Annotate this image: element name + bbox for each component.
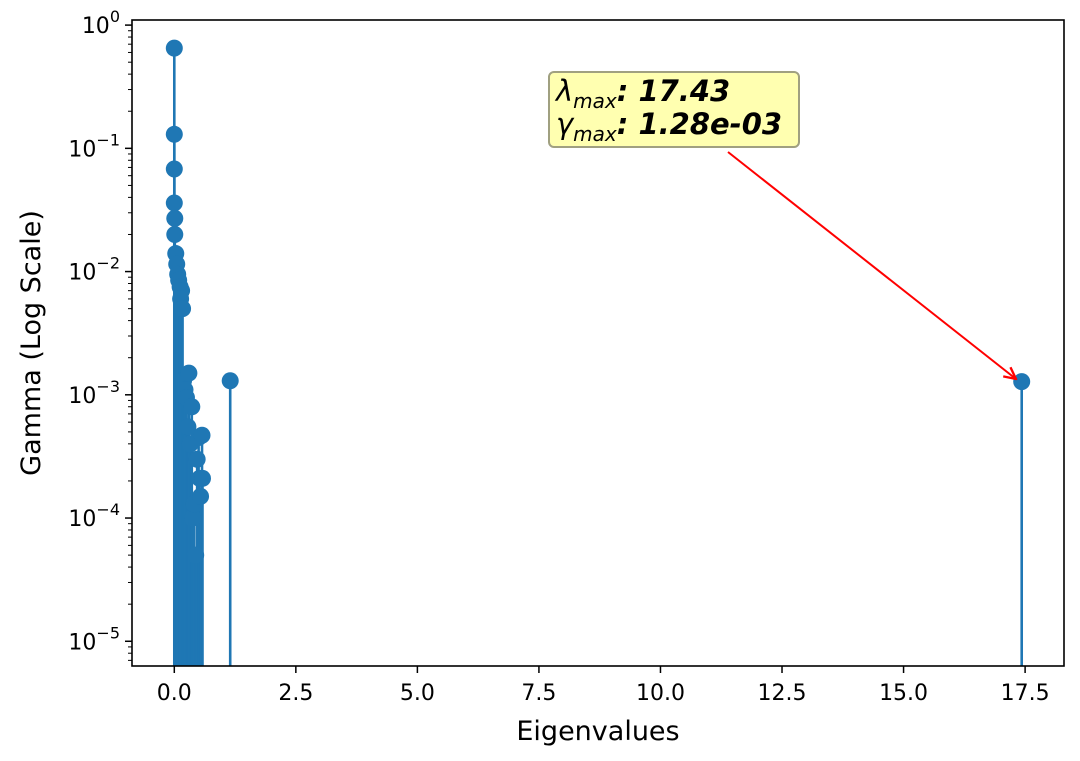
y-tick-label: 10−2 [68, 254, 120, 286]
y-axis-ticks: 100 10−1 10−2 10−3 10−4 10−5 [68, 7, 132, 661]
stem-marker [165, 39, 183, 57]
annotation: λmax: 17.43 γmax: 1.28e-03 [548, 71, 1016, 379]
x-tick-label: 10.0 [636, 681, 685, 706]
plot-frame [131, 19, 1065, 667]
x-axis-title: Eigenvalues [516, 716, 679, 747]
stem-marker [183, 398, 201, 416]
stem-marker [180, 364, 198, 382]
annotation-line-gamma: γmax: 1.28e-03 [556, 107, 782, 146]
x-tick-label: 2.5 [278, 681, 313, 706]
stem-marker [165, 160, 183, 178]
y-tick-label: 10−5 [68, 623, 120, 655]
stem-markers [165, 39, 1031, 564]
x-tick-label: 7.5 [521, 681, 556, 706]
stem-marker [179, 418, 197, 436]
stem-marker [192, 487, 210, 505]
stem-marker [174, 300, 192, 318]
stem-marker [165, 194, 183, 212]
stem-marker [188, 450, 206, 468]
x-tick-label: 0.0 [157, 681, 192, 706]
y-tick-label: 10−3 [68, 377, 120, 409]
stem-marker [221, 372, 239, 390]
annotation-box [548, 71, 800, 148]
stem-marker [193, 469, 211, 487]
stem-marker [1013, 373, 1031, 391]
stem-marker [166, 225, 184, 243]
y-tick-label: 100 [82, 7, 120, 39]
y-axis-title: Gamma (Log Scale) [16, 210, 47, 476]
x-tick-label: 17.5 [1001, 681, 1050, 706]
x-tick-label: 5.0 [400, 681, 435, 706]
x-tick-label: 15.0 [879, 681, 928, 706]
stem-marker [187, 546, 205, 564]
x-axis-ticks: 0.0 2.5 5.0 7.5 10.0 12.5 15.0 17.5 [157, 666, 1050, 706]
annotation-arrow [727, 151, 1016, 379]
stem-marker [165, 125, 183, 143]
x-tick-label: 12.5 [758, 681, 807, 706]
y-tick-label: 10−4 [68, 500, 120, 532]
y-tick-label: 10−1 [68, 130, 120, 162]
stem-marker [184, 509, 202, 527]
annotation-line-lambda: λmax: 17.43 [554, 74, 730, 113]
stem-marker [193, 426, 211, 444]
stem-marker [166, 209, 184, 227]
